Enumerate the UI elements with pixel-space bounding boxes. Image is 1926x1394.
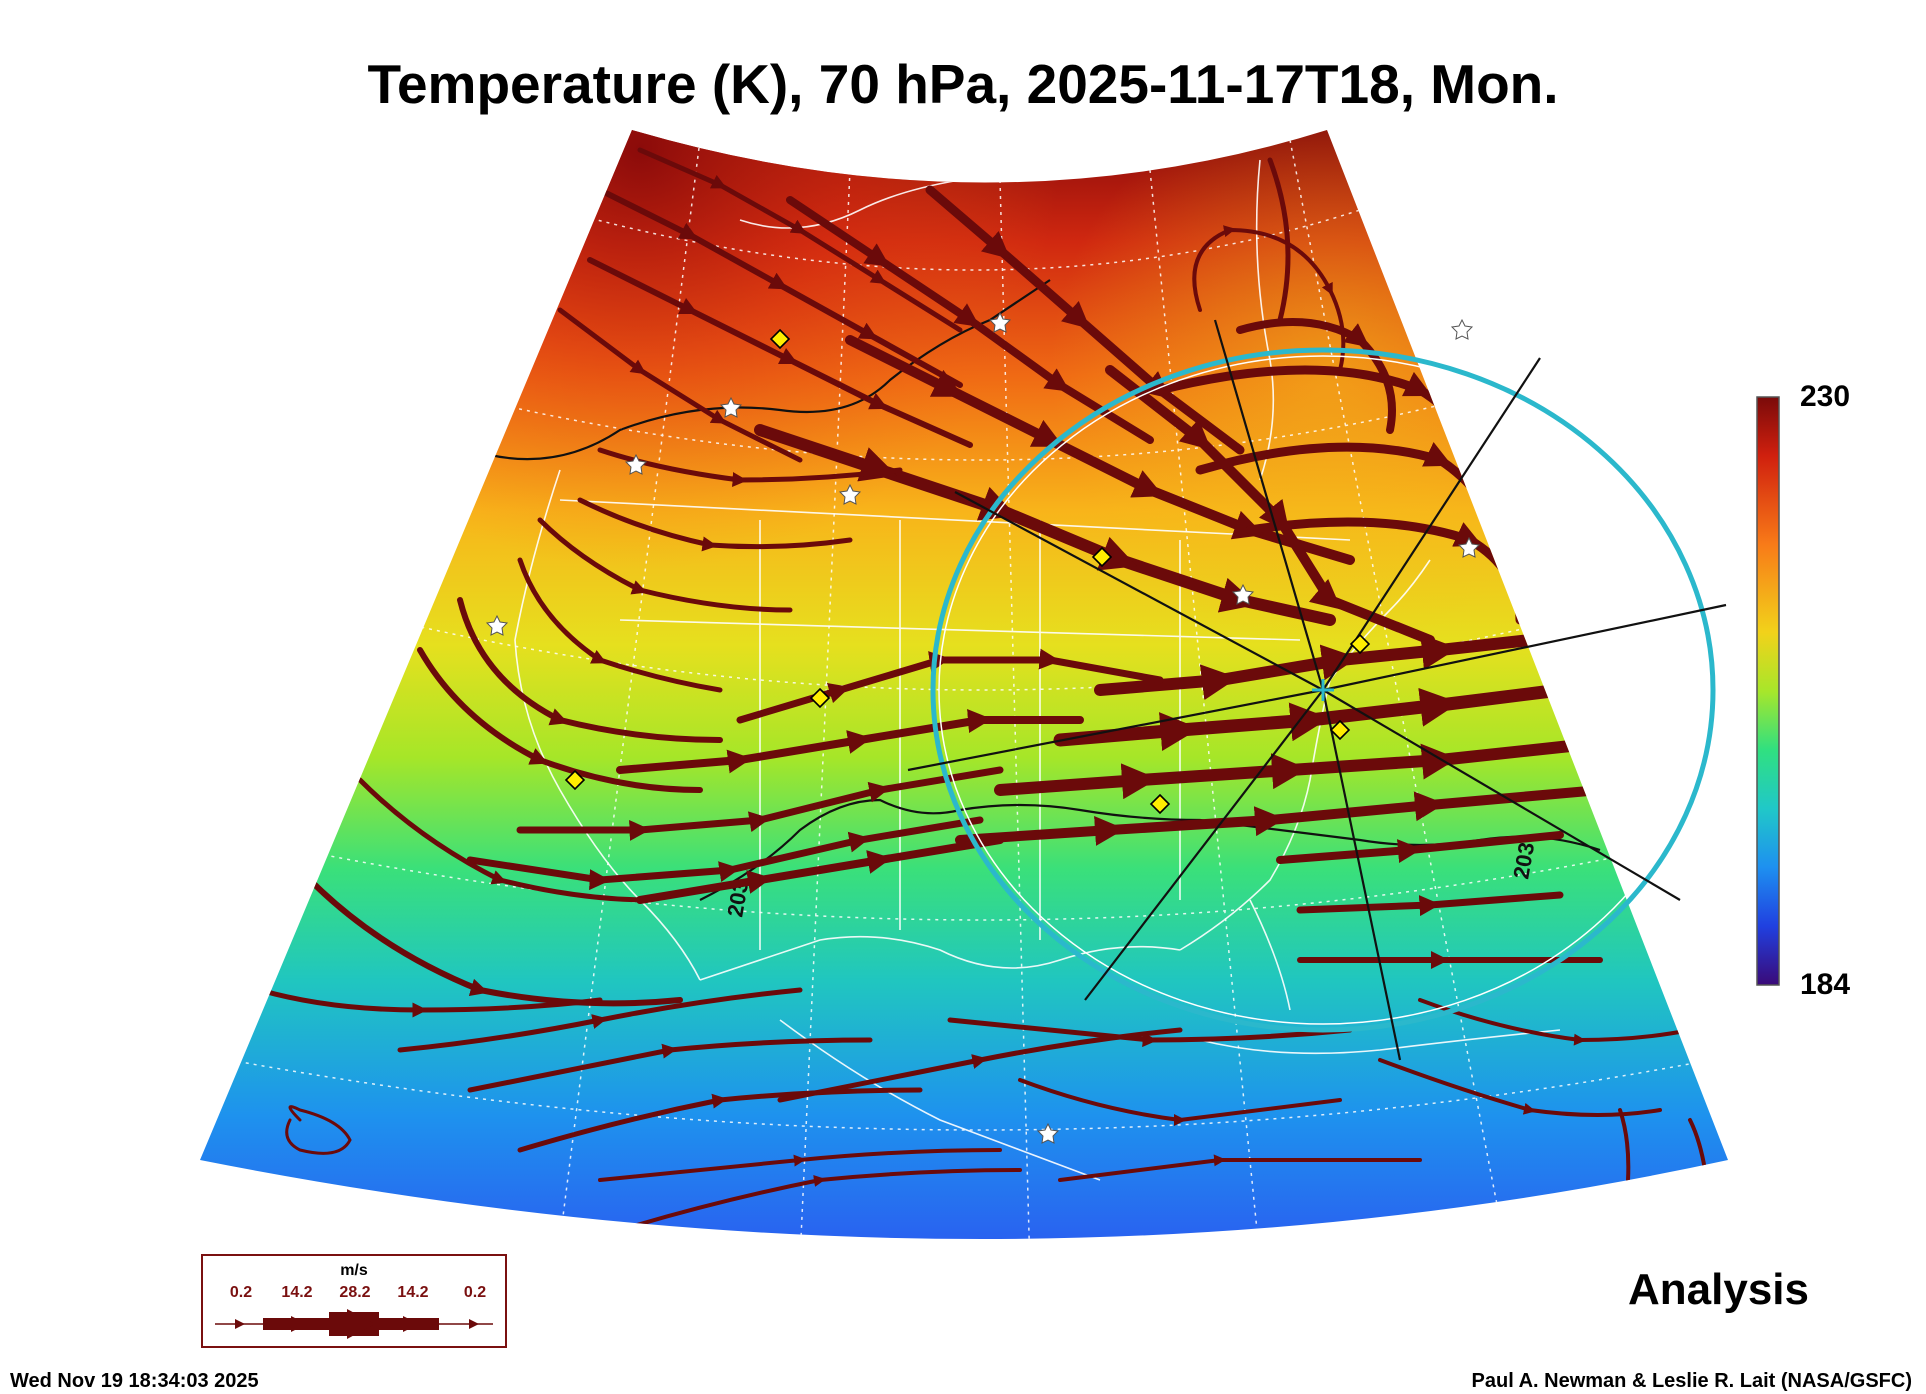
wind-speed-legend: m/s 0.2 14.2 28.2 14.2 0.2 [201,1254,507,1348]
white-star-icon [988,311,1012,333]
analysis-label: Analysis [1628,1265,1809,1314]
legend-arrow-scale [215,1309,493,1339]
map-title: Temperature (K), 70 hPa, 2025-11-17T18, … [367,53,1559,115]
yellow-diamond-icon [809,687,831,709]
station-diamonds [564,328,1371,815]
white-star-icon [485,614,509,636]
legend-value: 0.2 [229,1284,253,1301]
legend-value: 28.2 [339,1284,371,1301]
footer-date: Wed Nov 19 18:34:03 2025 [10,1370,259,1392]
sun-rays [907,319,1727,1061]
yellow-diamond-icon [1091,546,1113,568]
legend-value: 14.2 [281,1284,313,1301]
legend-value: 14.2 [397,1284,429,1301]
legend-value: 0.2 [463,1284,487,1301]
colorbar-max-label: 230 [1800,380,1851,413]
colorbar [1756,396,1780,986]
white-star-icon [1450,318,1474,340]
white-star-icon [624,453,648,475]
white-star-icon [1036,1122,1060,1144]
white-star-icon [838,483,862,505]
white-star-icon [1231,583,1255,605]
yellow-diamond-icon [1349,633,1371,655]
sun-circle [930,347,1716,1033]
yellow-diamond-icon [564,769,586,791]
station-stars [485,311,1481,1144]
yellow-diamond-icon [1149,793,1171,815]
wind-streamlines [257,147,1707,1232]
sun-marker-icon [1312,679,1334,701]
yellow-diamond-icon [1329,719,1351,741]
yellow-diamond-icon [769,328,791,350]
white-star-icon [719,396,743,418]
colorbar-min-label: 184 [1800,968,1851,1001]
footer-credit: Paul A. Newman & Leslie R. Lait (NASA/GS… [1471,1370,1912,1392]
legend-units: m/s [340,1262,368,1279]
white-star-icon [1457,536,1481,558]
